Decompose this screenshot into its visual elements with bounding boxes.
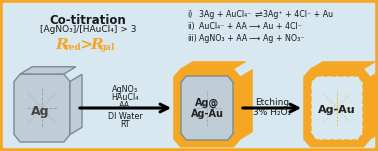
Polygon shape — [14, 74, 70, 142]
Polygon shape — [181, 76, 233, 140]
Text: gal: gal — [100, 43, 115, 52]
Text: Etching: Etching — [255, 98, 289, 107]
Text: 3Ag + AuCl₄⁻: 3Ag + AuCl₄⁻ — [199, 10, 251, 19]
Text: i): i) — [187, 10, 192, 19]
Text: AgNO₃: AgNO₃ — [112, 85, 138, 94]
Polygon shape — [311, 76, 363, 140]
Polygon shape — [70, 74, 82, 135]
Text: 3Ag⁺ + 4Cl⁻ + Au: 3Ag⁺ + 4Cl⁻ + Au — [263, 10, 333, 19]
Text: AuCl₄⁻ + AA: AuCl₄⁻ + AA — [199, 22, 247, 31]
Text: Au + 4Cl⁻: Au + 4Cl⁻ — [263, 22, 302, 31]
Text: Ag: Ag — [31, 104, 49, 117]
Text: Ag-Au: Ag-Au — [318, 105, 356, 115]
Text: Ag + NO₃⁻: Ag + NO₃⁻ — [263, 34, 304, 43]
Polygon shape — [20, 67, 76, 74]
Text: RT: RT — [120, 120, 130, 129]
Text: R: R — [90, 38, 102, 52]
Text: HAuCl₄: HAuCl₄ — [111, 93, 139, 102]
Text: [AgNO₃]/[HAuCl₄] > 3: [AgNO₃]/[HAuCl₄] > 3 — [40, 25, 136, 34]
Polygon shape — [240, 69, 253, 139]
Text: Co-titration: Co-titration — [50, 14, 126, 27]
Text: >: > — [75, 38, 98, 52]
Text: ⇌: ⇌ — [255, 10, 263, 19]
Text: Ag@: Ag@ — [195, 98, 219, 108]
Text: R: R — [55, 38, 68, 52]
Text: AA: AA — [119, 101, 131, 110]
Text: 3% H₂O₂: 3% H₂O₂ — [253, 108, 291, 117]
Text: DI Water: DI Water — [108, 112, 143, 121]
Polygon shape — [310, 62, 376, 69]
Text: AgNO₃ + AA: AgNO₃ + AA — [199, 34, 247, 43]
Polygon shape — [370, 69, 378, 139]
Text: iii): iii) — [187, 34, 197, 43]
Text: red: red — [65, 43, 82, 52]
Polygon shape — [180, 62, 246, 69]
Text: ⟶: ⟶ — [249, 22, 260, 31]
Text: ii): ii) — [187, 22, 195, 31]
Polygon shape — [304, 69, 370, 147]
Text: Ag-Au: Ag-Au — [191, 109, 223, 119]
Polygon shape — [174, 69, 240, 147]
Text: ⟶: ⟶ — [249, 34, 260, 43]
